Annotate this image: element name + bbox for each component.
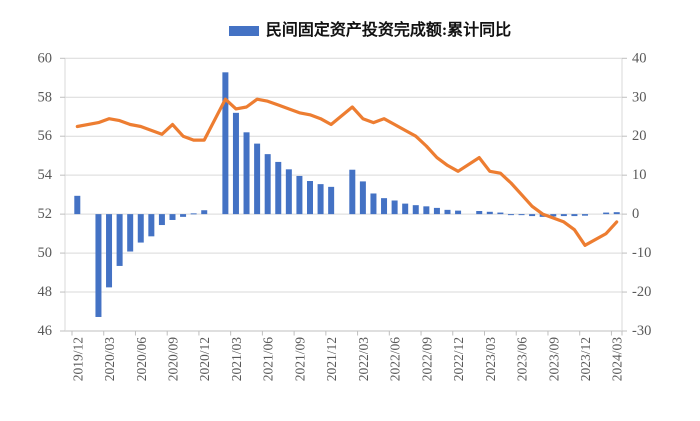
bar-2020/03 <box>106 214 113 288</box>
legend-swatch-bar-series <box>228 26 259 36</box>
bar-2019/12 <box>74 195 81 215</box>
x-axis-tick-label: 2023/06 <box>515 337 530 382</box>
bar-2020/04 <box>116 214 123 266</box>
axes-and-ticks <box>60 57 627 336</box>
left-axis-tick-label: 56 <box>38 128 53 144</box>
bar-2021/03 <box>232 112 239 215</box>
bar-2021/04 <box>243 132 250 215</box>
bar-2020/11 <box>190 213 197 215</box>
bar-2022/10 <box>433 207 440 215</box>
bar-2020/09 <box>169 214 176 220</box>
bar-2022/08 <box>412 205 419 215</box>
right-axis-tick-label: 20 <box>632 128 647 144</box>
x-axis-tick-label: 2022/03 <box>356 337 371 382</box>
bar-series <box>74 72 620 317</box>
right-axis-tick-label: 30 <box>632 89 647 105</box>
bar-2023/10 <box>560 214 567 217</box>
right-axis-tick-label: 40 <box>632 50 647 66</box>
bar-2020/07 <box>148 214 155 237</box>
x-axis-tick-label: 2019/12 <box>70 337 85 381</box>
legend-label: 民间固定资产投资完成额:累计同比 <box>265 22 512 39</box>
x-axis-tick-label: 2022/12 <box>451 337 466 381</box>
orange-line-path <box>75 97 619 247</box>
bar-2022/06 <box>391 200 398 215</box>
x-axis-tick-label: 2020/12 <box>197 337 212 381</box>
bar-2024/03 <box>613 212 620 215</box>
bar-2021/05 <box>254 143 261 215</box>
x-axis-tick-label: 2023/03 <box>483 337 498 382</box>
bar-2022/07 <box>402 203 409 215</box>
bar-2022/04 <box>370 193 377 215</box>
bar-2022/09 <box>423 206 430 215</box>
bar-2021/10 <box>306 181 313 215</box>
bar-2021/09 <box>296 175 303 215</box>
bar-2020/05 <box>127 214 134 252</box>
x-axis-tick-label: 2021/09 <box>292 337 307 382</box>
bar-2023/05 <box>507 214 514 216</box>
left-axis-tick-label: 60 <box>38 50 53 66</box>
x-axis-tick-label: 2021/12 <box>324 337 339 381</box>
bar-2022/02 <box>349 169 356 215</box>
bar-2023/12 <box>581 214 588 216</box>
bar-2022/05 <box>381 198 388 215</box>
bar-2023/11 <box>571 214 578 217</box>
bar-2020/02 <box>95 214 102 317</box>
bar-2023/09 <box>550 214 557 217</box>
bar-2020/10 <box>180 214 187 217</box>
bar-2022/03 <box>359 181 366 215</box>
bar-2020/12 <box>201 210 208 215</box>
x-axis-tick-label: 2021/06 <box>261 337 276 382</box>
x-axis-tick-label: 2024/03 <box>610 337 625 382</box>
right-axis-tick-label: -10 <box>632 245 651 261</box>
bar-2023/02 <box>476 211 483 215</box>
bar-2023/06 <box>518 214 525 216</box>
bar-2024/02 <box>603 212 610 215</box>
left-axis-tick-label: 50 <box>38 245 53 261</box>
bar-2021/06 <box>264 154 271 215</box>
bar-2021/12 <box>328 186 335 215</box>
left-axis-tick-label: 52 <box>38 206 53 222</box>
bar-2020/08 <box>158 214 165 226</box>
left-axis-tick-label: 46 <box>38 323 53 339</box>
right-axis-tick-label: -20 <box>632 284 651 300</box>
left-axis-tick-label: 48 <box>38 284 53 300</box>
x-axis-tick-label: 2020/09 <box>165 337 180 382</box>
bar-2023/04 <box>497 212 504 215</box>
bar-2020/06 <box>137 214 144 243</box>
x-axis-tick-label: 2020/03 <box>102 337 117 382</box>
right-axis-tick-label: 0 <box>632 206 639 222</box>
line-series <box>75 97 619 247</box>
right-axis-tick-label: -30 <box>632 323 651 339</box>
left-axis-tick-label: 58 <box>38 89 53 105</box>
bar-2021/07 <box>275 161 282 215</box>
bar-2021/08 <box>285 169 292 215</box>
right-axis-tick-label: 10 <box>632 167 647 183</box>
bar-2023/07 <box>529 214 536 217</box>
bar-2022/12 <box>455 210 462 215</box>
left-axis-tick-label: 54 <box>38 167 53 183</box>
x-axis-tick-label: 2023/12 <box>578 337 593 381</box>
gridlines <box>65 57 622 293</box>
axis-tick-labels: 46 48 50 52 54 56 58 60 -30 -20 -10 0 10 20 30 40 2019/1… <box>38 50 652 381</box>
x-axis-tick-label: 2021/03 <box>229 337 244 382</box>
bar-2022/11 <box>444 209 451 215</box>
bar-2023/03 <box>486 211 493 215</box>
x-axis-tick-label: 2022/09 <box>419 337 434 382</box>
x-axis-tick-label: 2023/09 <box>546 337 561 382</box>
bar-2021/11 <box>317 184 324 215</box>
legend: 民间固定资产投资完成额:累计同比 <box>20 20 700 42</box>
bar-2021/02 <box>222 72 229 215</box>
x-axis-tick-label: 2022/06 <box>388 337 403 382</box>
x-axis-tick-label: 2020/06 <box>134 337 149 382</box>
